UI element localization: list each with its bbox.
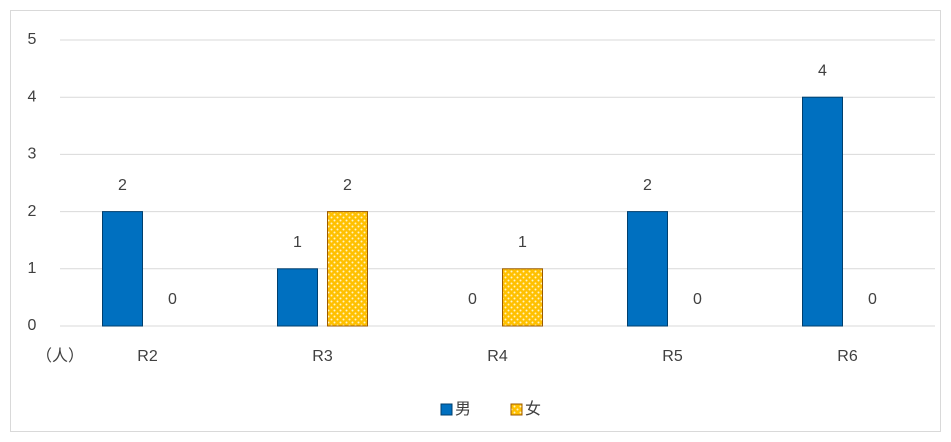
bar [327,211,368,327]
data-label: 2 [343,177,352,194]
legend-label: 男 [455,401,471,418]
data-label: 1 [518,234,527,251]
x-tick-label: R6 [837,348,858,365]
bar [277,268,318,327]
bar [102,211,143,327]
x-tick-label: R2 [137,348,158,365]
y-tick-label: 2 [28,203,37,220]
bar [502,268,543,327]
x-tick-label: R5 [662,348,683,365]
data-label: 1 [293,234,302,251]
data-label: 2 [643,177,652,194]
data-label: 0 [693,291,702,308]
chart-border [10,10,941,432]
data-label: 0 [168,291,177,308]
bar [802,96,843,327]
y-tick-label: 0 [28,317,37,334]
x-tick-label: R4 [487,348,508,365]
data-label: 0 [468,291,477,308]
y-tick-label: 3 [28,146,37,163]
data-label: 4 [818,62,827,79]
x-tick-label: R3 [312,348,333,365]
legend-label: 女 [525,399,541,418]
y-tick-label: 5 [28,31,37,48]
bar [627,211,668,327]
y-tick-label: 1 [28,260,37,277]
data-label: 2 [118,177,127,194]
data-label: 0 [868,291,877,308]
y-axis-label: （人） [36,347,84,365]
legend-swatch [440,403,453,416]
legend-swatch [510,403,523,416]
y-tick-label: 4 [28,88,37,105]
